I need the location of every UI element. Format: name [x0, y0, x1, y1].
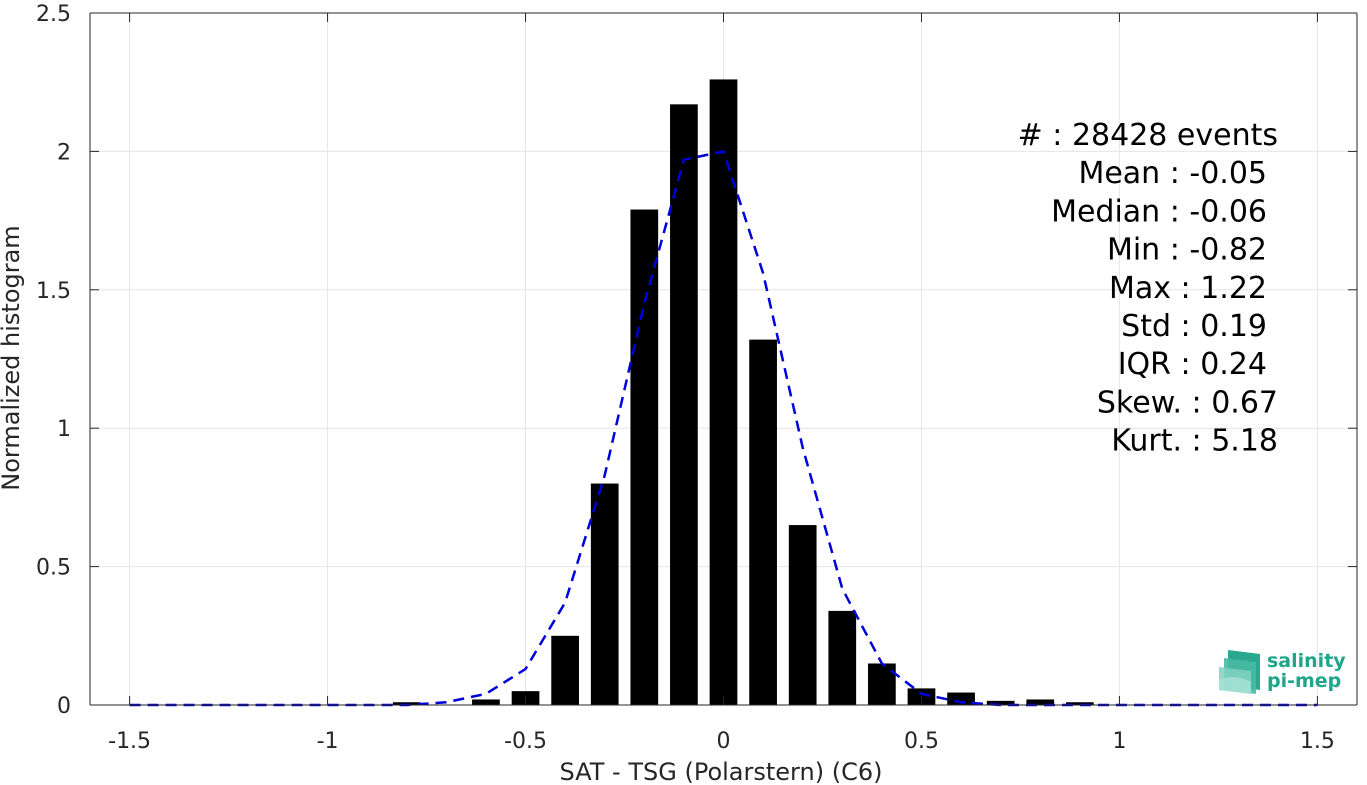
- histogram-bar: [749, 339, 777, 705]
- histogram-bar: [590, 483, 619, 705]
- y-tick-label: 0.5: [36, 556, 71, 581]
- logo-line1: salinity: [1267, 650, 1346, 672]
- x-tick-label: -0.5: [504, 729, 547, 754]
- x-tick-label: 1.5: [1300, 729, 1335, 754]
- y-tick-label: 1.5: [36, 279, 71, 304]
- x-tick-label: 1: [1112, 729, 1126, 754]
- x-tick-label: -1.5: [108, 729, 151, 754]
- stat-line: IQR : 0.24: [1118, 347, 1267, 382]
- x-tick-label: 0.5: [904, 729, 939, 754]
- x-axis-title: SAT - TSG (Polarstern) (C6): [560, 758, 883, 785]
- histogram-bar: [1065, 702, 1094, 705]
- stat-line: Skew. : 0.67: [1097, 385, 1278, 420]
- histogram-bar: [392, 702, 421, 705]
- logo-wave-icon: [1219, 650, 1260, 694]
- y-tick-label: 1: [57, 417, 71, 442]
- x-tick-label: -1: [317, 729, 339, 754]
- histogram-bar: [828, 610, 857, 705]
- histogram-bar: [986, 700, 1015, 705]
- histogram-bar: [472, 699, 500, 705]
- histogram-bar: [630, 209, 659, 705]
- stat-line: # : 28428 events: [1018, 118, 1278, 153]
- logo-line2: pi-mep: [1267, 670, 1341, 692]
- axes: [89, 12, 1358, 706]
- histogram-bar: [551, 635, 579, 705]
- stat-line: Min : -0.82: [1107, 233, 1267, 268]
- histogram-bar: [788, 525, 817, 705]
- stat-line: Max : 1.22: [1109, 271, 1267, 306]
- y-axis-title: Normalized histogram: [0, 225, 25, 490]
- x-tick-labels: -1.5 -1 -0.5 0 0.5 1 1.5: [108, 729, 1335, 754]
- stat-line: Kurt. : 5.18: [1111, 424, 1278, 459]
- y-tick-label: 2: [57, 140, 71, 165]
- histogram-bars: [392, 79, 1094, 706]
- y-tick-label: 2.5: [36, 2, 71, 27]
- histogram-bar: [709, 79, 738, 705]
- x-tick-label: 0: [717, 729, 731, 754]
- histogram-bar: [1026, 699, 1055, 705]
- histogram-bar: [670, 104, 698, 706]
- y-tick-label: 0: [57, 694, 71, 719]
- salinity-pimep-logo: salinity pi-mep: [1219, 650, 1346, 694]
- stat-line: Median : -0.06: [1051, 194, 1267, 229]
- y-tick-labels: 0 0.5 1 1.5 2 2.5: [36, 2, 71, 719]
- stat-line: Mean : -0.05: [1078, 156, 1267, 191]
- stat-line: Std : 0.19: [1121, 309, 1267, 344]
